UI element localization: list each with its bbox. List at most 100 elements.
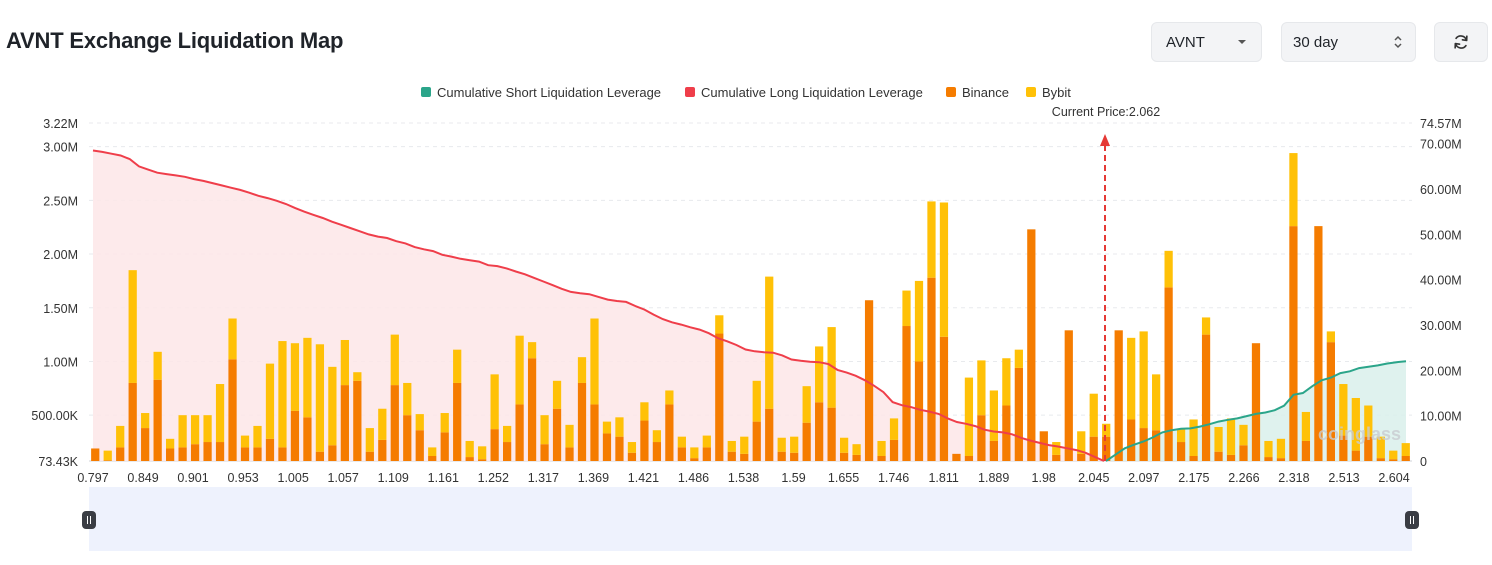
bar-binance bbox=[353, 380, 362, 461]
left-tick-label: 73.43K bbox=[38, 455, 78, 469]
bar-binance bbox=[1214, 451, 1223, 461]
left-tick-label: 500.00K bbox=[31, 409, 78, 423]
bar-binance bbox=[590, 404, 599, 461]
bar-binance bbox=[290, 410, 300, 461]
x-tick-label: 2.045 bbox=[1078, 471, 1109, 485]
bar-binance bbox=[1114, 330, 1123, 461]
bar-binance bbox=[190, 444, 200, 461]
bar-binance bbox=[777, 451, 786, 461]
bar-binance bbox=[902, 326, 911, 461]
bar-binance bbox=[1339, 435, 1348, 461]
bar-bybit bbox=[652, 430, 662, 443]
bar-bybit bbox=[677, 436, 686, 448]
bar-binance bbox=[403, 415, 412, 461]
legend-label-bybit: Bybit bbox=[1042, 85, 1071, 100]
bar-binance bbox=[815, 402, 824, 461]
bar-binance bbox=[1139, 428, 1148, 461]
bar-binance bbox=[1089, 436, 1098, 461]
bar-bybit bbox=[365, 428, 374, 452]
bar-binance bbox=[178, 447, 187, 461]
bar-binance bbox=[265, 438, 275, 461]
x-tick-label: 0.953 bbox=[227, 471, 258, 485]
right-tick-label: 50.00M bbox=[1420, 228, 1462, 242]
x-tick-label: 1.317 bbox=[528, 471, 559, 485]
right-tick-label: 0 bbox=[1420, 455, 1427, 469]
bar-series bbox=[91, 153, 1410, 461]
bar-binance bbox=[552, 408, 562, 461]
x-tick-label: 1.59 bbox=[781, 471, 805, 485]
refresh-button[interactable] bbox=[1434, 22, 1488, 62]
bar-binance bbox=[253, 447, 262, 461]
bar-bybit bbox=[715, 315, 724, 334]
x-tick-label: 1.057 bbox=[328, 471, 359, 485]
bar-bybit bbox=[190, 415, 200, 445]
range-slider-left-handle[interactable] bbox=[82, 511, 96, 529]
bar-bybit bbox=[1002, 358, 1011, 406]
bar-binance bbox=[166, 448, 175, 461]
bar-binance bbox=[278, 447, 287, 461]
bar-binance bbox=[1014, 367, 1023, 461]
bar-bybit bbox=[839, 437, 849, 453]
bar-bybit bbox=[1401, 443, 1410, 456]
bar-bybit bbox=[328, 366, 337, 446]
bar-bybit bbox=[964, 377, 974, 456]
bar-bybit bbox=[1014, 349, 1023, 368]
bar-binance bbox=[1376, 458, 1385, 461]
bar-bybit bbox=[552, 380, 562, 409]
range-slider-right-handle[interactable] bbox=[1405, 511, 1419, 529]
bar-bybit bbox=[215, 384, 225, 443]
bar-binance bbox=[615, 436, 624, 461]
range-slider[interactable] bbox=[82, 487, 1419, 551]
stepper-arrows-icon bbox=[1394, 35, 1402, 49]
bar-bybit bbox=[615, 417, 624, 437]
bar-bybit bbox=[128, 270, 137, 383]
bar-bybit bbox=[690, 447, 699, 459]
bar-binance bbox=[1077, 453, 1086, 461]
bar-bybit bbox=[378, 408, 387, 440]
bar-binance bbox=[740, 453, 749, 461]
bar-binance bbox=[677, 447, 686, 461]
right-tick-label: 10.00M bbox=[1420, 410, 1462, 424]
bar-binance bbox=[428, 455, 437, 461]
bar-binance bbox=[153, 379, 162, 461]
caret-down-icon bbox=[1238, 40, 1246, 44]
left-axis: 73.43K 500.00K 1.00M 1.50M 2.00M 2.50M 3.00M 3.… bbox=[31, 117, 78, 469]
bar-binance bbox=[827, 407, 836, 461]
bar-bybit bbox=[440, 413, 449, 433]
bar-bybit bbox=[989, 390, 999, 441]
bar-bybit bbox=[740, 436, 749, 454]
range-select[interactable]: 30 day bbox=[1281, 22, 1416, 62]
bar-bybit bbox=[228, 318, 237, 360]
bar-bybit bbox=[939, 202, 949, 337]
bar-bybit bbox=[1326, 331, 1335, 343]
x-tick-label: 1.161 bbox=[428, 471, 459, 485]
bar-bybit bbox=[116, 425, 125, 448]
bar-binance bbox=[1239, 445, 1248, 461]
x-tick-label: 1.252 bbox=[478, 471, 509, 485]
bar-binance bbox=[128, 382, 137, 461]
range-slider-track[interactable] bbox=[89, 487, 1412, 551]
bar-binance bbox=[390, 385, 399, 461]
long-leverage-line bbox=[92, 149, 1105, 462]
bar-bybit bbox=[1052, 442, 1061, 455]
x-tick-label: 0.797 bbox=[77, 471, 108, 485]
right-tick-label: 20.00M bbox=[1420, 364, 1462, 378]
bar-bybit bbox=[403, 382, 412, 416]
bar-bybit bbox=[178, 415, 187, 448]
bar-binance bbox=[440, 432, 449, 461]
bar-bybit bbox=[153, 351, 162, 380]
legend-label-binance: Binance bbox=[962, 85, 1009, 100]
bar-bybit bbox=[290, 343, 300, 411]
current-price-arrow bbox=[1100, 134, 1110, 146]
x-tick-label: 2.266 bbox=[1228, 471, 1259, 485]
symbol-select[interactable]: AVNT bbox=[1151, 22, 1262, 62]
legend-swatch-long bbox=[685, 87, 695, 97]
bar-binance bbox=[877, 455, 886, 461]
x-tick-label: 2.318 bbox=[1278, 471, 1309, 485]
bar-binance bbox=[839, 452, 849, 461]
bar-binance bbox=[952, 453, 961, 461]
bar-binance bbox=[627, 452, 637, 461]
bar-binance bbox=[527, 358, 537, 461]
bar-binance bbox=[802, 422, 811, 461]
bar-bybit bbox=[340, 339, 349, 386]
